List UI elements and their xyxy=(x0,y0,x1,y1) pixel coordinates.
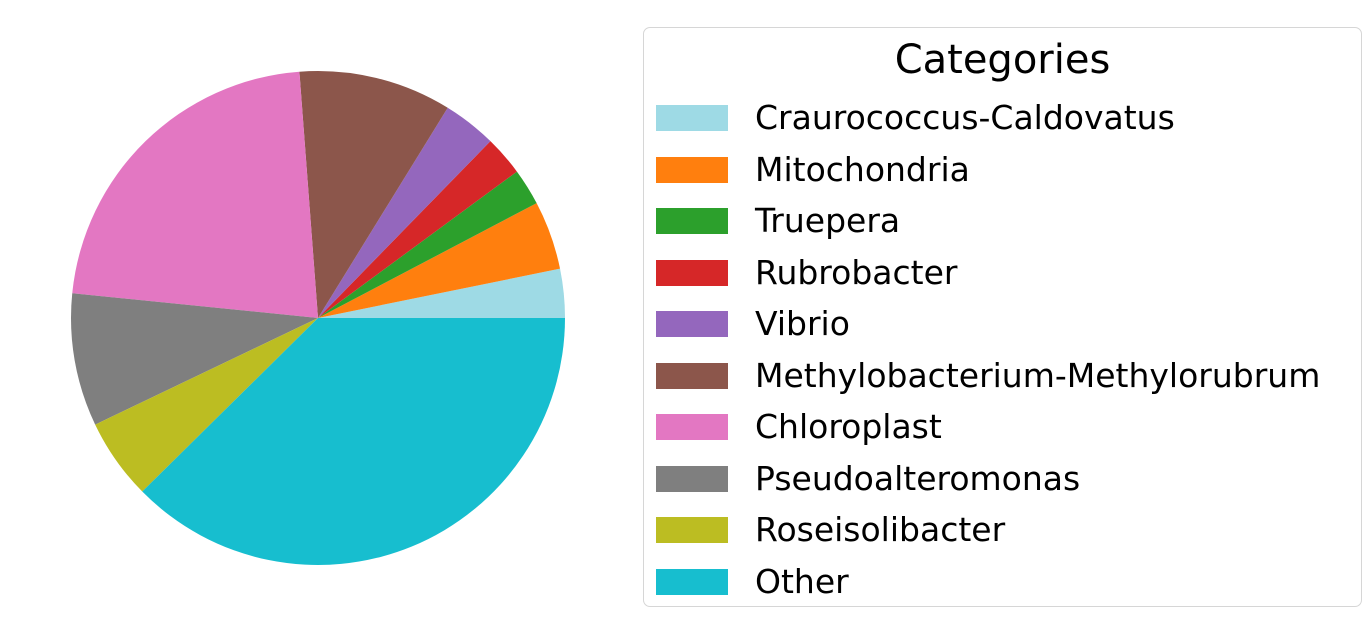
legend-swatch xyxy=(656,568,728,595)
pie-slice-mitochondria xyxy=(318,203,561,318)
legend-item: Chloroplast xyxy=(656,407,942,447)
legend-item: Vibrio xyxy=(656,304,850,344)
legend-swatch xyxy=(656,105,728,131)
legend-label: Other xyxy=(755,561,849,601)
legend-item: Craurococcus-Caldovatus xyxy=(656,98,1175,138)
legend-item: Other xyxy=(656,562,849,602)
pie-slice-methylobacterium-methylorubrum xyxy=(299,71,448,319)
pie-slice-roseisolibacter xyxy=(95,318,318,492)
legend-label: Pseudoalteromonas xyxy=(755,458,1081,498)
pie-slice-craurococcus-caldovatus xyxy=(318,268,565,318)
pie-chart xyxy=(71,71,566,566)
legend-label: Chloroplast xyxy=(755,407,942,446)
pie-slice-rubrobacter xyxy=(318,141,517,318)
legend-label: Mitochondria xyxy=(755,149,970,189)
legend-swatch xyxy=(656,259,728,286)
legend-swatch xyxy=(656,208,728,234)
legend-title: Categories xyxy=(894,37,1111,83)
legend-item: Mitochondria xyxy=(656,150,970,190)
legend: Categories Craurococcus-Caldovatus Mitoch… xyxy=(643,27,1362,607)
legend-swatch xyxy=(656,311,728,337)
legend-item: Roseisolibacter xyxy=(656,510,1005,550)
pie-slice-pseudoalteromonas xyxy=(71,293,318,425)
pie-slice-other xyxy=(142,318,566,566)
pie-slice-chloroplast xyxy=(72,71,318,318)
legend-item: Pseudoalteromonas xyxy=(656,459,1080,499)
legend-label: Truepera xyxy=(755,201,901,240)
legend-label: Rubrobacter xyxy=(755,252,958,292)
pie-slice-vibrio xyxy=(318,107,491,319)
legend-label: Roseisolibacter xyxy=(755,510,1006,549)
legend-item: Rubrobacter xyxy=(656,253,957,293)
legend-swatch xyxy=(656,362,728,389)
legend-swatch xyxy=(656,517,728,543)
legend-swatch xyxy=(656,156,728,183)
legend-label: Methylobacterium-Methylorubrum xyxy=(755,355,1321,395)
legend-item: Truepera xyxy=(656,201,900,241)
pie-slice-truepera xyxy=(318,171,537,318)
legend-swatch xyxy=(656,465,728,492)
legend-label: Vibrio xyxy=(755,304,850,343)
legend-swatch xyxy=(656,414,728,440)
legend-label: Craurococcus-Caldovatus xyxy=(755,98,1175,137)
legend-item: Methylobacterium-Methylorubrum xyxy=(656,356,1320,396)
